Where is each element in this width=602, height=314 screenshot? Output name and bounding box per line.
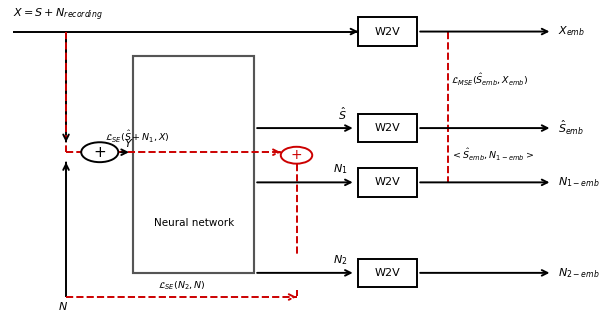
Text: W2V: W2V: [375, 123, 401, 133]
Text: W2V: W2V: [375, 27, 401, 36]
FancyBboxPatch shape: [134, 56, 255, 273]
FancyBboxPatch shape: [358, 168, 417, 197]
Text: $N_2$: $N_2$: [333, 253, 347, 267]
Text: $N$: $N$: [58, 300, 68, 312]
Text: Neural network: Neural network: [154, 218, 234, 228]
Text: $N_{2-emb}$: $N_{2-emb}$: [558, 266, 600, 280]
Text: $\mathcal{L}_{SE}(\hat{S} + N_1, X)$: $\mathcal{L}_{SE}(\hat{S} + N_1, X)$: [105, 128, 170, 145]
Text: $X_{emb}$: $X_{emb}$: [558, 25, 585, 38]
Text: $Y$: $Y$: [124, 137, 134, 149]
FancyBboxPatch shape: [358, 258, 417, 287]
Text: $X = S + N_{recording}$: $X = S + N_{recording}$: [13, 6, 102, 23]
Circle shape: [81, 142, 119, 162]
Text: $N_{1-emb}$: $N_{1-emb}$: [558, 176, 600, 189]
Text: +: +: [291, 148, 302, 162]
FancyBboxPatch shape: [358, 17, 417, 46]
Text: W2V: W2V: [375, 268, 401, 278]
Text: $\hat{S}$: $\hat{S}$: [338, 106, 347, 122]
FancyBboxPatch shape: [358, 114, 417, 143]
Text: $N_1$: $N_1$: [332, 163, 347, 176]
Circle shape: [281, 147, 312, 164]
Text: $\mathcal{L}_{MSE}(\hat{S}_{emb}, X_{emb})$: $\mathcal{L}_{MSE}(\hat{S}_{emb}, X_{emb…: [451, 72, 529, 88]
Text: $< \hat{S}_{emb}, N_{1-emb} >$: $< \hat{S}_{emb}, N_{1-emb} >$: [451, 147, 534, 163]
Text: +: +: [93, 145, 106, 160]
Text: $\mathcal{L}_{SE}(N_2, N)$: $\mathcal{L}_{SE}(N_2, N)$: [158, 280, 205, 292]
Text: W2V: W2V: [375, 177, 401, 187]
Text: $\hat{S}_{emb}$: $\hat{S}_{emb}$: [558, 119, 584, 137]
